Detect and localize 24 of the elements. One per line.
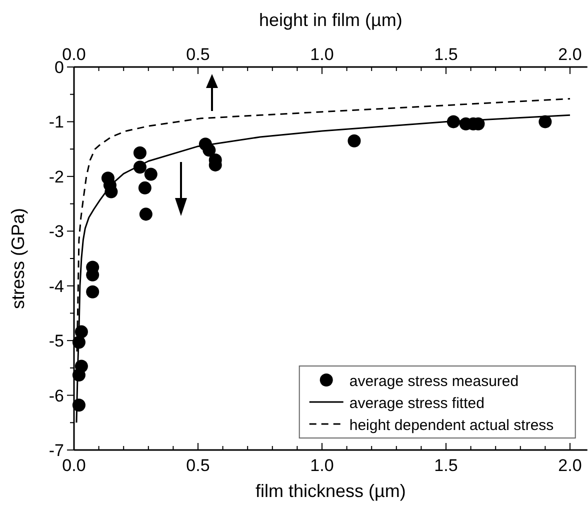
legend-label: average stress fitted: [349, 395, 484, 412]
y-tick-label: -6: [48, 386, 64, 406]
y-tick-label: -5: [48, 332, 64, 351]
y-tick-label: 0: [54, 58, 64, 77]
x-tick-label: 1.5: [434, 45, 458, 64]
y-tick-label: -4: [48, 276, 64, 296]
x2-tick-label: 0.0: [62, 456, 86, 475]
x-tick-label: 0.5: [186, 45, 210, 64]
x2-tick-label: 1.5: [434, 456, 458, 475]
x2-axis-title: height in film (µm): [258, 10, 402, 30]
y-tick-label: -7: [48, 441, 64, 460]
x-tick-label: 1.0: [310, 45, 334, 64]
legend-label: average stress measured: [349, 373, 519, 390]
x-tick-label: 0.0: [62, 45, 86, 64]
y-tick-label: -1: [48, 112, 64, 132]
y-axis-title: stress (GPa): [8, 208, 28, 310]
y-tick-label: -3: [48, 222, 64, 242]
x-tick-label: 2.0: [558, 45, 582, 64]
legend-label: height dependent actual stress: [349, 417, 554, 434]
x2-tick-label: 0.5: [186, 456, 210, 475]
x2-tick-label: 2.0: [558, 456, 582, 475]
x-axis-title: film thickness (µm): [255, 481, 406, 501]
x2-tick-label: 1.0: [310, 456, 334, 475]
y-tick-label: -2: [48, 167, 64, 186]
